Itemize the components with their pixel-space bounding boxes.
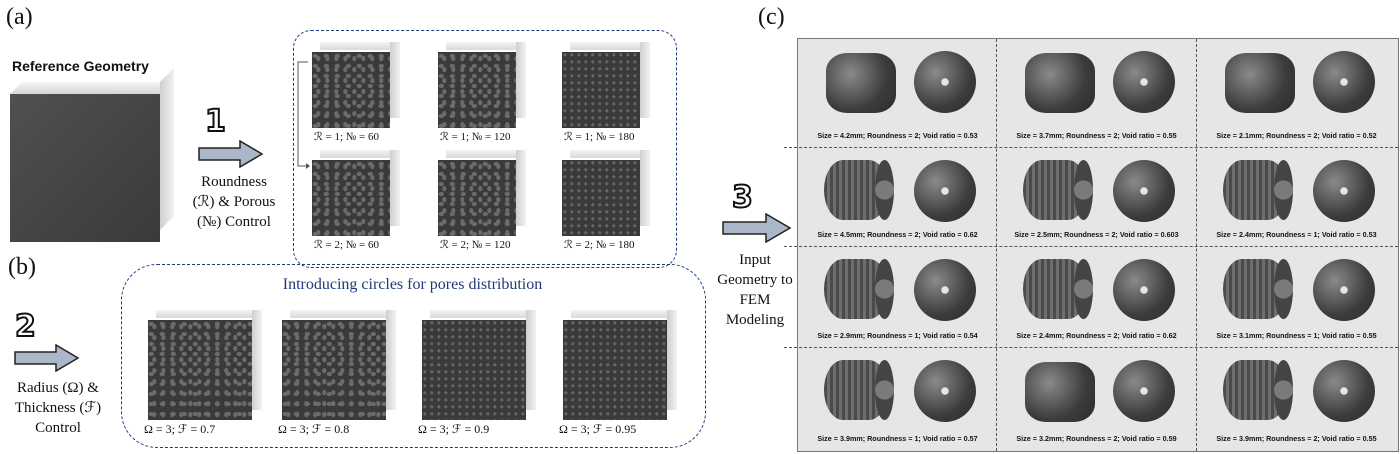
sample-caption: Size = 2.5mm; Roundness = 2; Void ratio …	[1014, 230, 1179, 239]
lattice-side-view	[824, 360, 894, 420]
step2-label: Radius (Ω) & Thickness (ℱ) Control	[0, 378, 116, 438]
step3-number: 3	[731, 179, 754, 216]
sample-caption: Size = 4.2mm; Roundness = 2; Void ratio …	[817, 131, 978, 140]
panel-a-grid-box	[293, 30, 677, 268]
sample-caption: Size = 3.9mm; Roundness = 1; Void ratio …	[817, 434, 978, 443]
porous-cube-r2-c1	[312, 150, 400, 236]
arrow-right-icon	[14, 344, 80, 372]
cube-caption: Ω = 3; ℱ = 0.9	[418, 422, 490, 436]
lattice-side-view	[824, 259, 894, 319]
cube-caption: ℛ = 2; № = 180	[564, 239, 635, 251]
porous-cube-r2-c3	[562, 150, 650, 236]
porous-cube-r1-c2	[438, 42, 526, 128]
panel-b-title: Introducing circles for pores distributi…	[282, 276, 543, 293]
lattice-side-view	[1025, 362, 1095, 422]
circle-pore-cube-2	[282, 310, 396, 420]
lattice-front-view	[914, 360, 976, 422]
lattice-side-view	[824, 160, 894, 220]
sample-caption: Size = 2.1mm; Roundness = 2; Void ratio …	[1216, 131, 1377, 140]
geometry-sample-cell: Size = 2.1mm; Roundness = 2; Void ratio …	[1197, 39, 1396, 147]
sample-caption: Size = 3.1mm; Roundness = 1; Void ratio …	[1216, 331, 1377, 340]
geometry-sample-cell: Size = 3.9mm; Roundness = 1; Void ratio …	[798, 348, 997, 450]
lattice-side-view	[1223, 360, 1293, 420]
porous-cube-r1-c3	[562, 42, 650, 128]
lattice-front-view	[1313, 360, 1375, 422]
cube-caption: Ω = 3; ℱ = 0.95	[559, 422, 637, 436]
sample-caption: Size = 4.5mm; Roundness = 2; Void ratio …	[817, 230, 978, 239]
sample-caption: Size = 3.9mm; Roundness = 2; Void ratio …	[1216, 434, 1377, 443]
sample-caption: Size = 2.4mm; Roundness = 2; Void ratio …	[1016, 331, 1177, 340]
lattice-side-view	[1023, 160, 1093, 220]
lattice-side-view	[1025, 53, 1095, 113]
lattice-front-view	[1313, 259, 1375, 321]
porous-cube-r1-c1	[312, 42, 400, 128]
bracket-connector	[297, 61, 310, 169]
lattice-side-view	[1023, 259, 1093, 319]
panel-label-a: (a)	[6, 4, 33, 30]
cube-caption: ℛ = 2; № = 120	[440, 239, 511, 251]
lattice-front-view	[1113, 51, 1175, 113]
reference-title: Reference Geometry	[12, 58, 149, 74]
lattice-front-view	[1113, 259, 1175, 321]
panel-b-box	[121, 264, 706, 448]
geometry-sample-cell: Size = 3.9mm; Roundness = 2; Void ratio …	[1197, 348, 1396, 450]
circle-pore-cube-4	[563, 310, 677, 420]
step2-line1: Radius (Ω) &	[17, 380, 99, 396]
lattice-side-view	[1225, 53, 1295, 113]
step1-line2: (ℛ) & Porous	[192, 194, 276, 210]
arrow-right-icon	[198, 140, 264, 168]
geometry-sample-cell: Size = 2.5mm; Roundness = 2; Void ratio …	[997, 148, 1196, 246]
step3-line1: Input	[739, 252, 771, 268]
step1-line1: Roundness	[201, 174, 267, 190]
lattice-front-view	[1113, 360, 1175, 422]
cube-caption: ℛ = 1; № = 180	[564, 131, 635, 143]
geometry-sample-cell: Size = 3.2mm; Roundness = 2; Void ratio …	[997, 348, 1196, 450]
lattice-side-view	[826, 53, 896, 113]
porous-cube-r2-c2	[438, 150, 526, 236]
cube-caption: Ω = 3; ℱ = 0.8	[278, 422, 350, 436]
geometry-sample-cell: Size = 4.5mm; Roundness = 2; Void ratio …	[798, 148, 997, 246]
step3-line4: Modeling	[725, 312, 785, 328]
reference-cube	[10, 68, 175, 242]
circle-pore-cube-1	[148, 310, 262, 420]
geometry-sample-cell: Size = 4.2mm; Roundness = 2; Void ratio …	[798, 39, 997, 147]
cube-caption: ℛ = 1; № = 60	[314, 131, 379, 143]
geometry-sample-cell: Size = 2.4mm; Roundness = 1; Void ratio …	[1197, 148, 1396, 246]
step3-label: Input Geometry to FEM Modeling	[706, 250, 804, 330]
lattice-front-view	[1313, 160, 1375, 222]
step3-line3: FEM	[739, 292, 771, 308]
arrow-right-icon	[722, 213, 792, 243]
lattice-side-view	[1223, 259, 1293, 319]
cube-caption: ℛ = 1; № = 120	[440, 131, 511, 143]
step2-line2: Thickness (ℱ)	[14, 400, 102, 416]
panel-c-grid: Size = 4.2mm; Roundness = 2; Void ratio …	[784, 38, 1399, 452]
lattice-front-view	[1113, 160, 1175, 222]
lattice-front-view	[914, 160, 976, 222]
lattice-front-view	[914, 259, 976, 321]
panel-label-c: (c)	[758, 4, 785, 30]
panel-label-b: (b)	[8, 254, 36, 280]
lattice-front-view	[914, 51, 976, 113]
sample-caption: Size = 2.9mm; Roundness = 1; Void ratio …	[817, 331, 978, 340]
sample-caption: Size = 3.7mm; Roundness = 2; Void ratio …	[1016, 131, 1177, 140]
lattice-front-view	[1313, 51, 1375, 113]
geometry-sample-cell: Size = 3.7mm; Roundness = 2; Void ratio …	[997, 39, 1196, 147]
circle-pore-cube-3	[422, 310, 536, 420]
step1-number: 1	[204, 103, 227, 140]
sample-caption: Size = 2.4mm; Roundness = 1; Void ratio …	[1216, 230, 1377, 239]
step2-line3: Control	[35, 420, 81, 436]
lattice-side-view	[1223, 160, 1293, 220]
step2-number: 2	[14, 308, 37, 345]
cube-caption: Ω = 3; ℱ = 0.7	[144, 422, 216, 436]
geometry-sample-cell: Size = 2.4mm; Roundness = 2; Void ratio …	[997, 247, 1196, 347]
sample-caption: Size = 3.2mm; Roundness = 2; Void ratio …	[1016, 434, 1177, 443]
step1-line3: (№) Control	[197, 214, 271, 230]
geometry-sample-cell: Size = 3.1mm; Roundness = 1; Void ratio …	[1197, 247, 1396, 347]
step3-line2: Geometry to	[717, 272, 793, 288]
step1-label: Roundness (ℛ) & Porous (№) Control	[176, 172, 292, 232]
geometry-sample-cell: Size = 2.9mm; Roundness = 1; Void ratio …	[798, 247, 997, 347]
cube-caption: ℛ = 2; № = 60	[314, 239, 379, 251]
